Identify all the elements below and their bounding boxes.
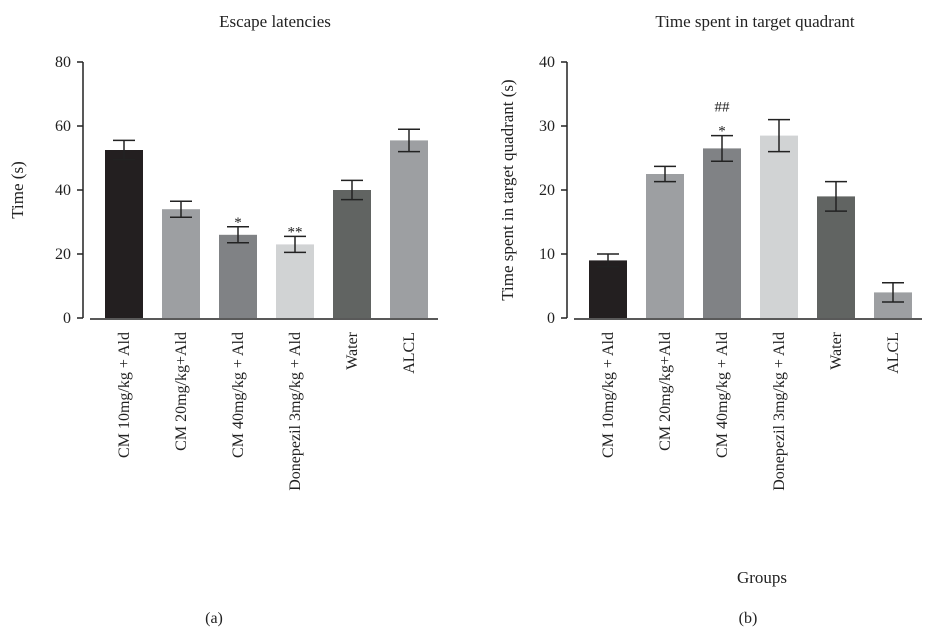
x-category-label: Donepezil 3mg/kg + Ald [771,332,788,491]
significance-annotation: * [234,215,242,231]
panel-label: (b) [739,610,758,627]
x-category-label: CM 40mg/kg + Ald [230,332,247,458]
y-axis-label: Time (s) [8,161,27,218]
x-category-label: CM 20mg/kg+Ald [173,332,190,451]
bar-1 [105,150,143,318]
x-category-label: CM 40mg/kg + Ald [714,332,731,458]
y-tick-label: 60 [55,118,71,135]
panel-label: (a) [205,610,223,627]
bar-2 [646,174,684,318]
x-category-label: CM 10mg/kg + Ald [600,332,617,458]
bar-5 [817,196,855,318]
bar-2 [162,209,200,318]
significance-annotation: ** [288,224,303,240]
x-category-label: ALCL [885,332,902,374]
y-tick-label: 0 [547,310,555,327]
x-category-label: ALCL [401,332,418,374]
y-axis-label: Time spent in target quadrant (s) [498,79,517,300]
x-category-label: CM 10mg/kg + Ald [116,332,133,458]
y-tick-label: 10 [539,246,555,263]
significance-annotation: ## [715,100,731,116]
y-tick-label: 20 [55,246,71,263]
y-tick-label: 80 [55,54,71,71]
bar-5 [333,190,371,318]
bar-3 [703,148,741,318]
x-category-label: Water [828,331,845,369]
bar-6 [390,140,428,318]
x-axis-label: Groups [737,568,787,587]
chart-title: Escape latencies [219,12,331,31]
y-tick-label: 40 [55,182,71,199]
bar-1 [589,260,627,318]
bar-4 [760,135,798,318]
x-category-label: Donepezil 3mg/kg + Ald [287,332,304,491]
x-category-label: Water [344,331,361,369]
y-tick-label: 40 [539,54,555,71]
chart-title: Time spent in target quadrant [655,12,855,31]
bar-3 [219,234,257,318]
y-tick-label: 30 [539,118,555,135]
x-category-label: CM 20mg/kg+Ald [657,332,674,451]
significance-annotation: * [718,124,726,140]
bar-4 [276,244,314,318]
y-tick-label: 0 [63,310,71,327]
y-tick-label: 20 [539,182,555,199]
